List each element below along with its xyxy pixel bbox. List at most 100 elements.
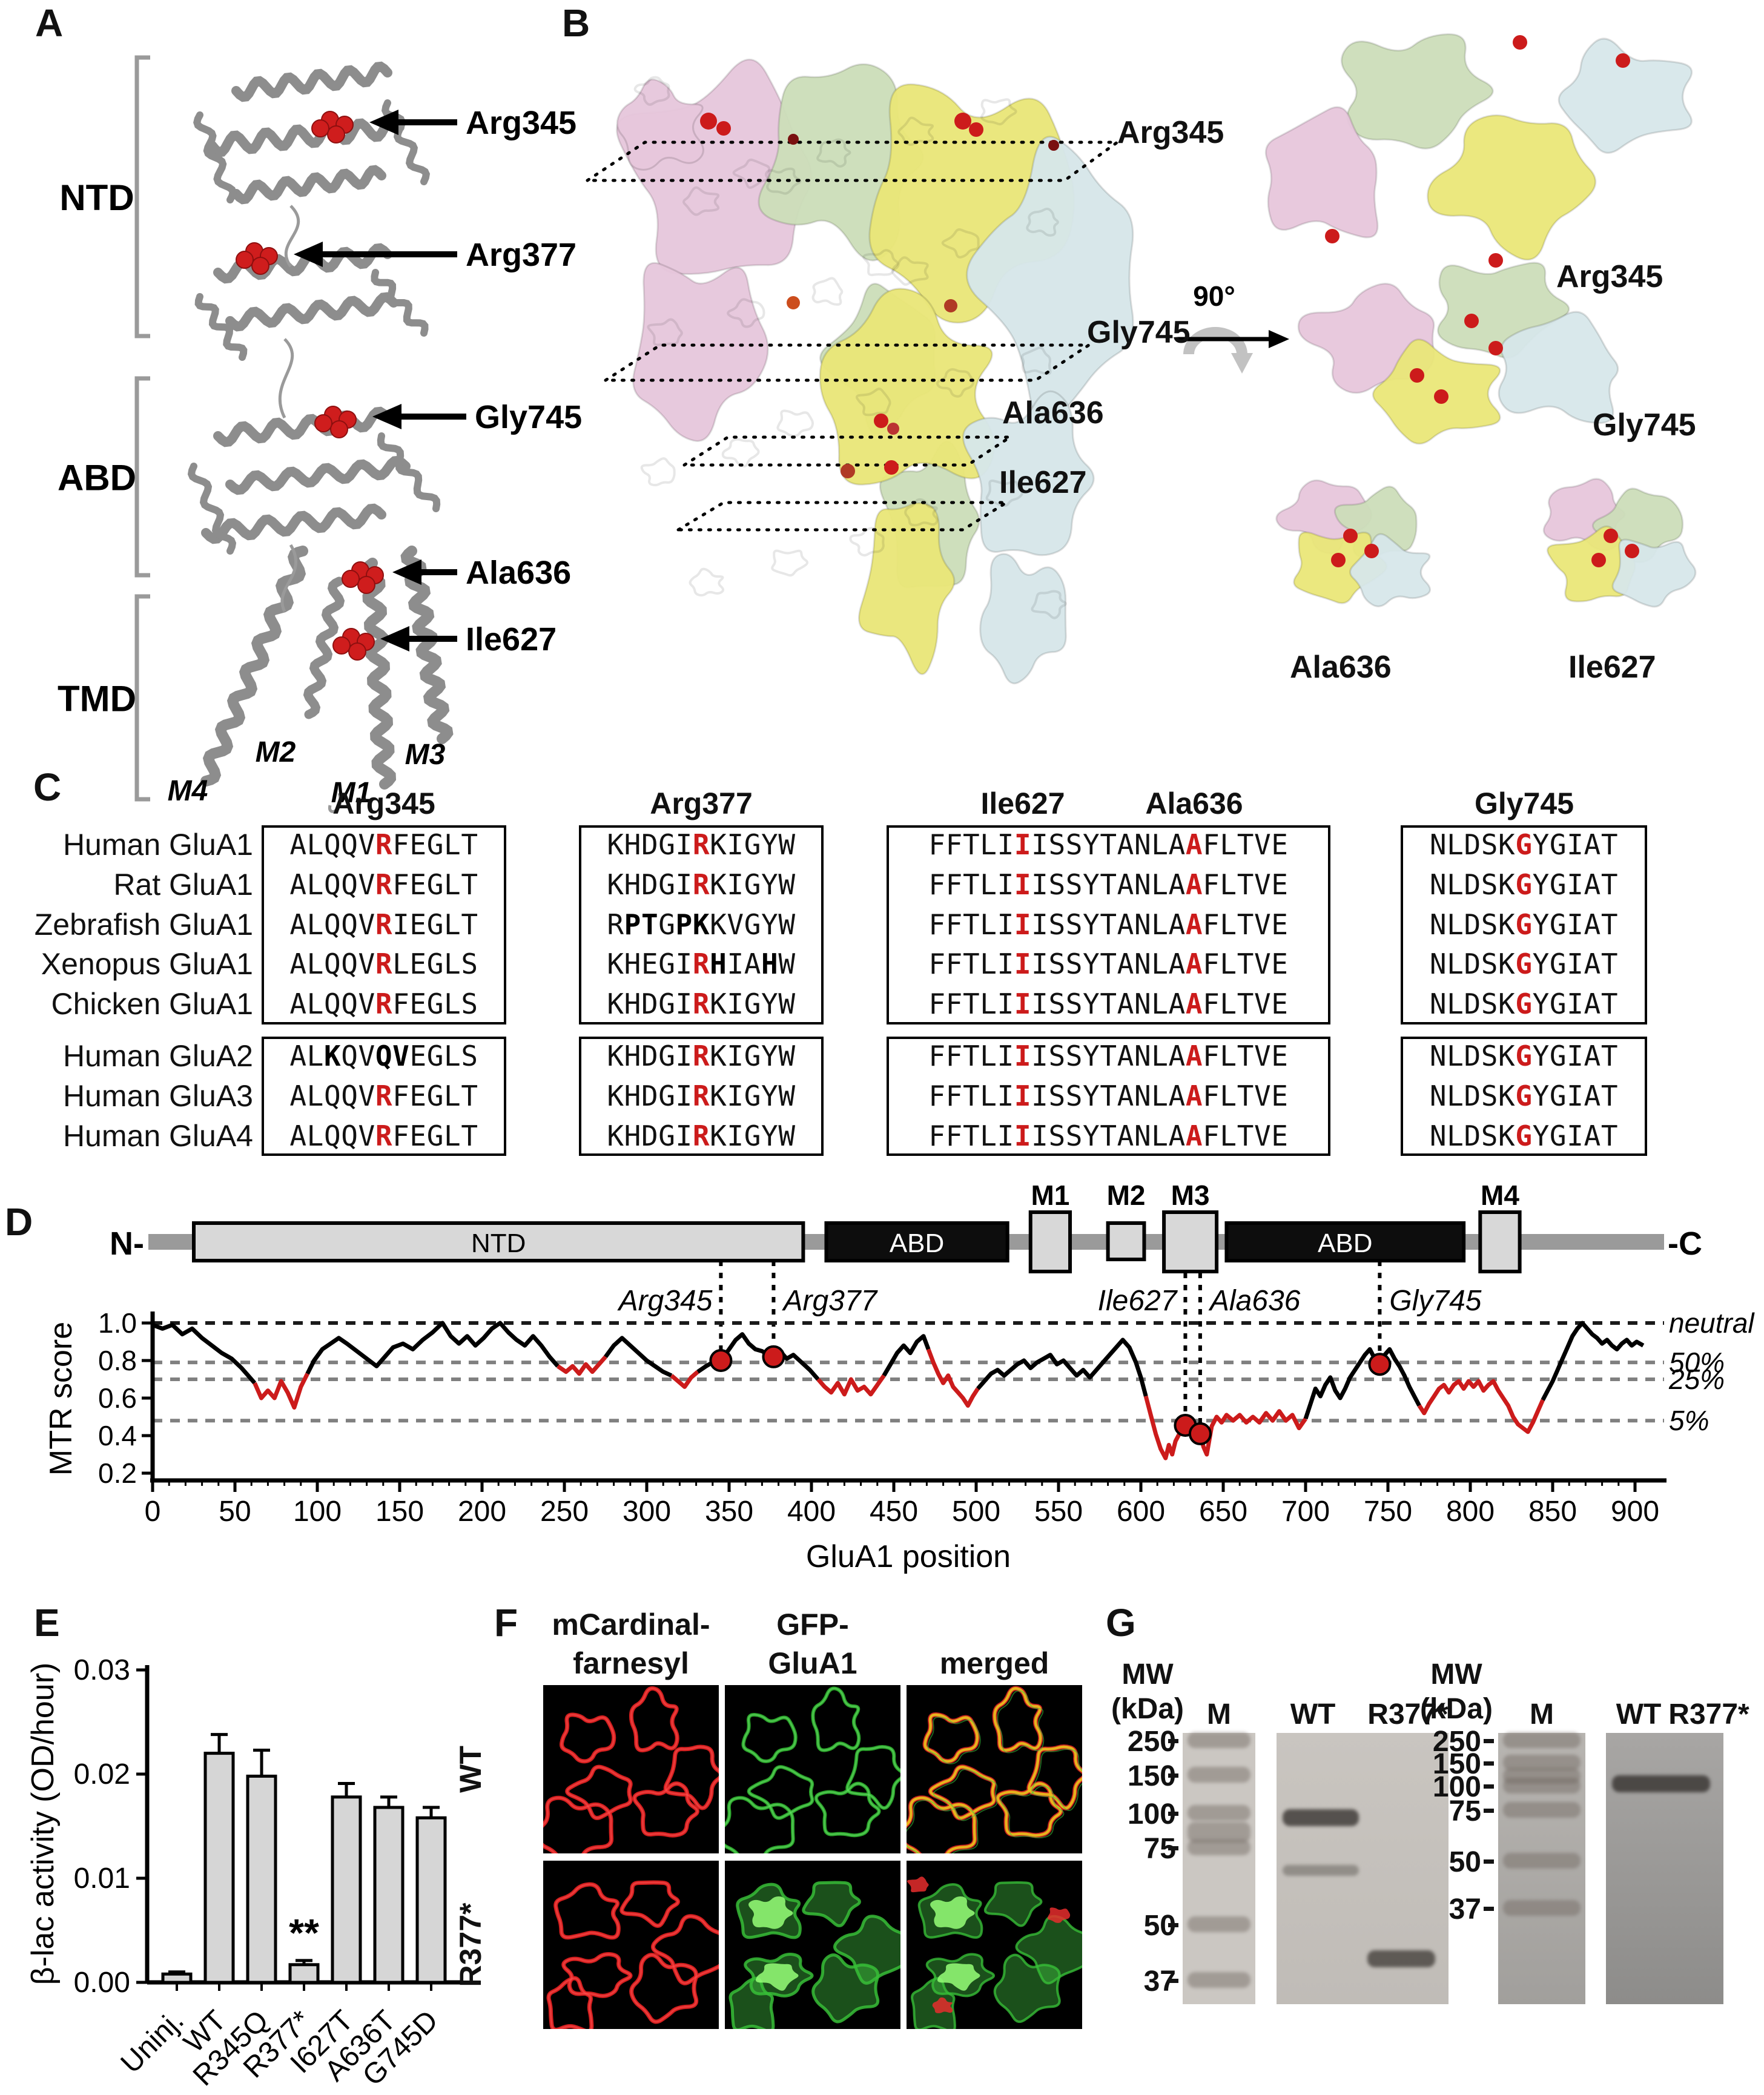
column-header-line1: mCardinal- — [552, 1608, 710, 1641]
sequence-cell: FFTLIIISSYTANLAAFLTVE — [928, 868, 1289, 901]
variant-residue-letter: A — [1185, 1119, 1203, 1152]
cell-outline — [748, 1766, 813, 1819]
bar-r377 — [288, 1963, 320, 1984]
rotation-widget: 90° — [1178, 280, 1289, 374]
divergent-residue-letter: K — [692, 908, 710, 941]
variant-residue-letter: A — [1185, 828, 1203, 861]
variant-residue-sphere — [342, 570, 360, 588]
variant-residue-sphere — [1464, 314, 1479, 328]
sample-lane — [1606, 1733, 1723, 2004]
variant-residue-letter: I — [1014, 1079, 1032, 1112]
cell-outline — [730, 1978, 773, 2031]
variant-residue-sphere — [330, 420, 348, 438]
domain-label-abd: ABD — [1318, 1229, 1372, 1258]
helix-label-m4: M4 — [168, 775, 208, 807]
species-label: Human GluA3 — [62, 1078, 253, 1113]
cell-outline — [561, 1714, 615, 1763]
variant-residue-letter: I — [1014, 828, 1032, 861]
ribbon-helix — [225, 292, 398, 332]
site-label: Gly745 — [475, 399, 581, 435]
micrograph-svg — [546, 1880, 725, 2034]
domain-box-m2 — [1106, 1221, 1146, 1261]
cell-outline — [933, 1769, 998, 1821]
panel-c-label: C — [33, 765, 62, 809]
variant-marker-arg345 — [709, 1349, 733, 1372]
variant-residue-sphere — [332, 636, 351, 655]
mw-value-37: 37 — [1449, 1893, 1481, 1925]
domain-box-m3 — [1162, 1210, 1219, 1273]
y-axis-title: β-lac activity (OD/hour) — [25, 1663, 61, 1985]
ladder-band — [1188, 1822, 1250, 1843]
panelE-svg: 0.00 0.01 0.02 0.03 β-lac activity (OD/hour)… — [25, 1654, 463, 2092]
site-arrow-head — [380, 626, 409, 652]
ribbon-helix — [400, 546, 454, 744]
surface-texture — [776, 409, 814, 438]
mtr-curve-intolerant — [253, 1373, 309, 1410]
mw-value-75: 75 — [1449, 1795, 1481, 1828]
variant-residue-letter: R — [375, 1079, 393, 1112]
wt-band — [1612, 1775, 1710, 1792]
variant-residue-letter: R — [692, 828, 710, 861]
cell-outline — [927, 1716, 981, 1764]
surface-texture — [980, 98, 1017, 126]
variant-residue-sphere — [788, 134, 799, 145]
x-tick-label: 100 — [293, 1496, 342, 1528]
variant-residue-letter: G — [1515, 948, 1533, 981]
ribbon-helix — [231, 61, 392, 102]
variant-residue-letter: I — [1014, 948, 1032, 981]
x-tick-label: 300 — [623, 1496, 671, 1528]
surface-texture — [682, 186, 720, 216]
surface-texture — [816, 138, 851, 168]
panel-g-label: G — [1106, 1601, 1136, 1645]
ladder-band — [1188, 1805, 1250, 1821]
cell-outline — [993, 1953, 1061, 2024]
alignment-box-group2-col4 — [1401, 1037, 1647, 1156]
variant-residue-sphere — [887, 423, 899, 435]
variant-residue-sphere — [841, 464, 855, 478]
variant-residue-sphere — [1410, 368, 1424, 383]
cell-outline — [815, 1783, 880, 1836]
mw-tick-dash — [1484, 1809, 1494, 1813]
ribbon-helix — [201, 503, 386, 544]
ladder-band — [1503, 1732, 1581, 1749]
sequence-cell: KHDGIRKIGYW — [607, 1079, 796, 1112]
mtr-curve — [151, 1322, 257, 1385]
wt-band — [1283, 1864, 1359, 1876]
column-header-line1: GFP- — [776, 1608, 849, 1641]
slice-plane — [582, 140, 1122, 182]
mw-value-50: 50 — [1449, 1846, 1481, 1878]
domain-box-m1 — [1028, 1210, 1072, 1273]
cell-outline — [833, 1915, 907, 1985]
rotation-arc — [1183, 327, 1247, 355]
helix-label-m3: M3 — [405, 739, 446, 771]
surface-texture — [771, 549, 809, 577]
cell-outline — [834, 1916, 905, 1984]
y-tick-label: 0.01 — [74, 1862, 130, 1895]
mw-value-250: 250 — [1432, 1726, 1481, 1758]
ribbon-helix — [231, 165, 386, 205]
micrograph-wt-col3 — [899, 1685, 1089, 1866]
cell-outline — [997, 1690, 1045, 1754]
divergent-residue-letter: T — [641, 908, 659, 941]
bar-g745d — [415, 1816, 447, 1984]
cell-outline — [993, 1687, 1042, 1752]
column-header-line2: farnesyl — [573, 1646, 689, 1680]
cell-outline — [985, 1882, 1042, 1926]
variant-residue-sphere — [1364, 544, 1379, 558]
mtr-curve — [976, 1338, 1148, 1397]
site-label: Arg345 — [466, 105, 576, 141]
cross-sections — [1264, 33, 1697, 608]
y-axis-title: MTR score — [44, 1322, 79, 1476]
variant-residue-letter: G — [1515, 1119, 1533, 1152]
variant-residue-sphere — [357, 576, 375, 594]
surface-texture — [891, 256, 929, 286]
variant-residue-letter: G — [1515, 1079, 1533, 1112]
alignment-header-ile627: Ile627 — [980, 787, 1065, 820]
panelB-svg: 90° — [582, 33, 1697, 685]
ribbon-helix — [371, 269, 429, 337]
micrograph-svg — [907, 1876, 1088, 2033]
ladder-band — [1503, 1777, 1581, 1793]
site-label: Arg377 — [466, 237, 576, 273]
variant-marker-gly745 — [1368, 1353, 1392, 1376]
variant-marker-ala636 — [1188, 1422, 1212, 1445]
